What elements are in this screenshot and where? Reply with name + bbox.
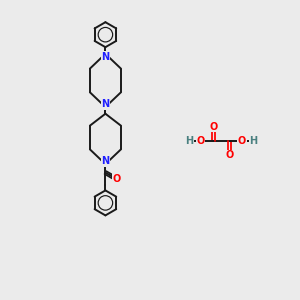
Text: O: O xyxy=(112,174,120,184)
Text: O: O xyxy=(238,136,246,146)
Text: O: O xyxy=(209,122,217,132)
Text: O: O xyxy=(196,136,205,146)
Text: N: N xyxy=(101,99,110,109)
Text: H: H xyxy=(185,136,194,146)
Text: H: H xyxy=(249,136,257,146)
Text: O: O xyxy=(225,150,234,160)
Text: N: N xyxy=(101,52,110,62)
Text: N: N xyxy=(101,156,110,166)
